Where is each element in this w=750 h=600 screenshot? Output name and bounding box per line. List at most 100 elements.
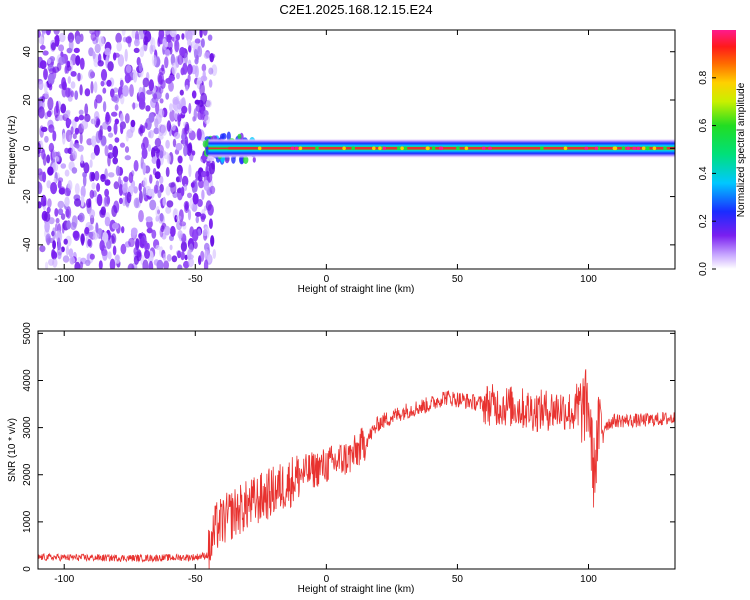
noise-speck (74, 127, 80, 135)
noise-speck (64, 196, 70, 207)
noise-speck (202, 30, 208, 36)
noise-speck (189, 197, 194, 210)
noise-speck (164, 225, 171, 236)
noise-speck (100, 80, 105, 87)
noise-speck (57, 200, 65, 209)
noise-speck (180, 186, 185, 197)
band-peak (613, 146, 618, 151)
noise-speck (39, 245, 46, 253)
y-tick-label: 20 (22, 94, 33, 106)
colorbar-tick-label: 0.8 (698, 70, 709, 84)
noise-speck (44, 82, 48, 94)
noise-speck (47, 198, 52, 208)
band-peak (342, 146, 346, 151)
noise-speck (48, 124, 55, 133)
noise-speck (162, 39, 168, 51)
y-tick-label: -40 (22, 237, 33, 252)
band-peak (636, 146, 640, 151)
noise-speck (47, 58, 51, 65)
noise-speck (182, 62, 188, 75)
noise-speck (149, 44, 154, 55)
noise-speck (46, 206, 51, 214)
y-tick-label: 2000 (22, 463, 33, 486)
noise-speck (70, 126, 74, 135)
noise-speck (104, 194, 110, 207)
noise-speck (43, 68, 48, 80)
noise-speck (195, 104, 201, 112)
noise-speck (175, 34, 180, 41)
noise-speck (38, 106, 45, 119)
noise-speck (96, 118, 101, 126)
noise-speck (193, 48, 198, 59)
noise-speck (177, 54, 184, 66)
noise-speck (209, 185, 216, 195)
noise-speck (154, 148, 160, 154)
colorbar-tick-label: 0.2 (698, 214, 709, 228)
colorbar-tick-label: 0.0 (698, 262, 709, 276)
noise-speck (149, 199, 157, 211)
band-peak (438, 146, 443, 151)
noise-speck (42, 30, 47, 35)
noise-region (38, 30, 218, 269)
noise-speck (98, 129, 103, 141)
transition-blob (237, 133, 242, 139)
noise-speck (165, 185, 171, 196)
noise-speck (177, 113, 181, 123)
noise-speck (74, 261, 81, 269)
noise-speck (128, 237, 135, 248)
noise-speck (51, 251, 58, 260)
noise-speck (56, 230, 63, 243)
noise-speck (162, 253, 167, 261)
noise-speck (97, 60, 104, 67)
noise-speck (107, 125, 112, 132)
spectrogram-frame (37, 29, 676, 270)
noise-speck (166, 34, 172, 43)
colorbar-gradient (712, 30, 736, 269)
band-peak (431, 146, 436, 151)
colorbar-label: Normalized spectral amplitude (736, 82, 747, 217)
noise-speck (101, 231, 109, 244)
noise-speck (203, 259, 209, 269)
band-peak (290, 146, 295, 151)
noise-speck (124, 155, 131, 161)
noise-speck (165, 92, 170, 100)
noise-speck (138, 182, 142, 192)
noise-speck (194, 57, 199, 65)
noise-speck (149, 174, 153, 184)
band-peak (351, 146, 356, 151)
noise-speck (38, 201, 42, 209)
noise-speck (206, 161, 212, 167)
noise-speck (187, 63, 193, 75)
noise-speck (64, 169, 70, 177)
band-peak (646, 146, 650, 151)
band-peak (464, 146, 469, 151)
noise-speck (212, 249, 217, 259)
noise-speck (69, 256, 75, 265)
noise-speck (44, 135, 49, 143)
noise-speck (133, 160, 139, 172)
noise-speck (119, 79, 124, 88)
band-peak (382, 146, 387, 151)
noise-speck (131, 30, 137, 39)
noise-speck (162, 196, 166, 207)
noise-speck (203, 114, 210, 125)
band-peak (652, 146, 657, 151)
noise-speck (73, 47, 80, 54)
noise-speck (42, 171, 47, 183)
x-tick-label: -50 (188, 574, 203, 585)
noise-speck (138, 190, 143, 204)
noise-speck (70, 221, 77, 231)
noise-speck (44, 211, 51, 222)
spectrogram-ticks: -100 -50 0 50 100 -40 -20 0 20 40 (22, 30, 675, 285)
noise-speck (40, 126, 48, 132)
noise-speck (118, 197, 123, 205)
colorbar: 0.0 0.2 0.4 0.6 0.8 Normalized spectral ampl… (698, 30, 747, 276)
band-peak (584, 146, 589, 151)
noise-speck (84, 113, 91, 123)
noise-speck (188, 142, 193, 154)
noise-speck (80, 233, 85, 244)
noise-speck (163, 260, 169, 269)
noise-speck (38, 182, 43, 195)
noise-speck (134, 39, 140, 47)
